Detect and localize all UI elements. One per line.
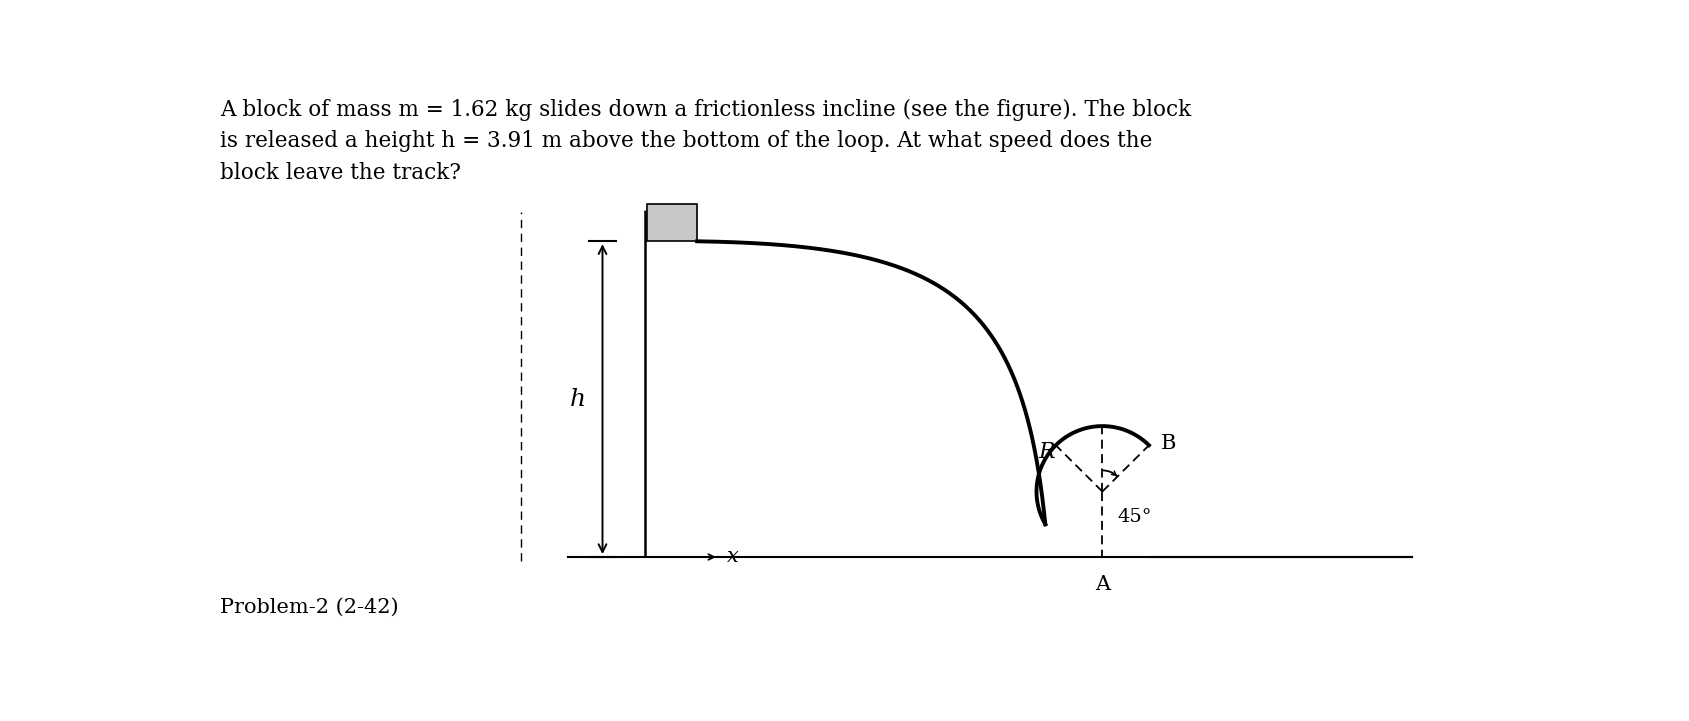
Text: A block of mass m = 1.62 kg slides down a frictionless incline (see the figure).: A block of mass m = 1.62 kg slides down …	[221, 99, 1192, 184]
Text: R: R	[1039, 441, 1056, 462]
Text: Problem-2 (2-42): Problem-2 (2-42)	[221, 598, 399, 616]
Text: x: x	[726, 547, 738, 567]
Text: B: B	[1160, 434, 1176, 454]
Text: h: h	[569, 388, 586, 411]
Text: A: A	[1094, 575, 1110, 595]
Text: 45°: 45°	[1118, 508, 1152, 526]
Bar	[647, 204, 698, 242]
